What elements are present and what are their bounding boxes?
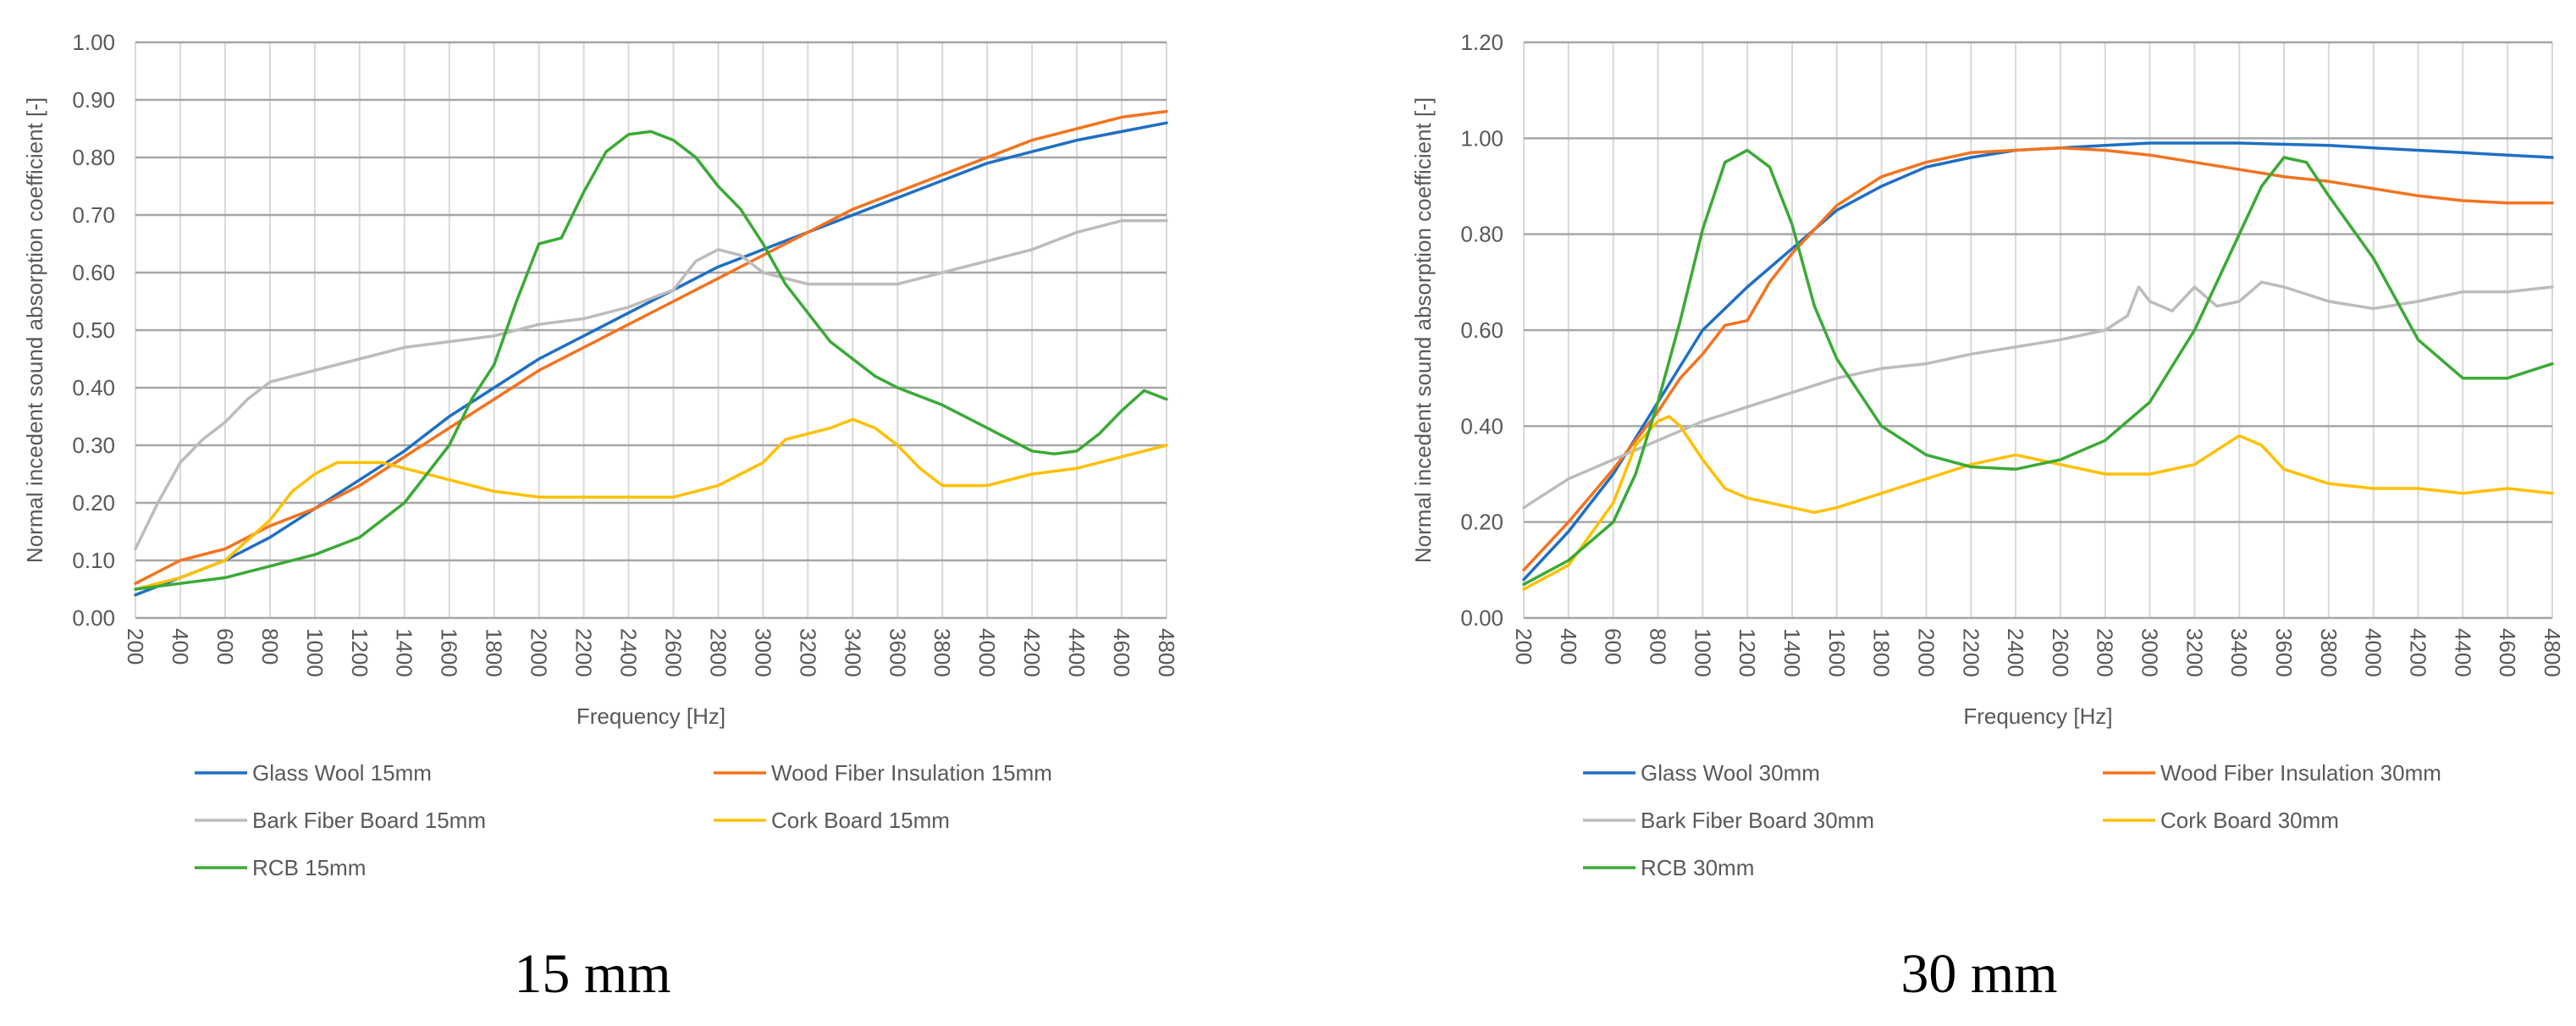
x-tick-label: 1000 bbox=[302, 628, 328, 677]
x-axis-title: Frequency [Hz] bbox=[1963, 703, 2112, 729]
x-tick-label: 600 bbox=[1601, 628, 1626, 665]
y-tick-label: 0.60 bbox=[1460, 317, 1503, 343]
x-tick-label: 1000 bbox=[1690, 628, 1715, 677]
x-tick-label: 3800 bbox=[929, 628, 955, 677]
x-tick-label: 2400 bbox=[616, 628, 642, 677]
x-tick-label: 4200 bbox=[2406, 628, 2431, 677]
x-tick-label: 1200 bbox=[347, 628, 372, 677]
x-tick-label: 800 bbox=[1645, 628, 1670, 665]
series-line-3 bbox=[134, 219, 1168, 551]
x-tick-label: 3800 bbox=[2316, 628, 2342, 677]
x-tick-label: 3000 bbox=[2137, 628, 2163, 677]
legend-label: Bark Fiber Board 30mm bbox=[1641, 808, 1874, 833]
series-line-1 bbox=[1522, 141, 2554, 582]
x-tick-label: 4600 bbox=[1109, 628, 1134, 677]
y-tick-label: 0.80 bbox=[1460, 222, 1503, 247]
y-tick-label: 0.20 bbox=[1460, 510, 1503, 535]
legend-label: RCB 15mm bbox=[252, 855, 366, 880]
x-tick-label: 400 bbox=[168, 628, 193, 665]
y-tick-label: 0.40 bbox=[72, 375, 115, 400]
x-tick-label: 2600 bbox=[2048, 628, 2073, 677]
legend-label: Bark Fiber Board 15mm bbox=[252, 808, 486, 833]
y-tick-label: 0.00 bbox=[1460, 605, 1503, 631]
x-tick-label: 4000 bbox=[2361, 628, 2386, 677]
x-tick-label: 3200 bbox=[2182, 628, 2207, 677]
chart-caption: 30 mm bbox=[1900, 943, 2057, 1005]
x-tick-label: 3600 bbox=[2271, 628, 2297, 677]
legend-label: RCB 30mm bbox=[1641, 855, 1754, 880]
series-line-5 bbox=[134, 130, 1168, 591]
y-tick-label: 0.20 bbox=[72, 490, 115, 516]
y-tick-label: 0.70 bbox=[72, 202, 115, 228]
x-tick-label: 1800 bbox=[1869, 628, 1895, 677]
y-axis-title: Normal incedent sound absorption coeffic… bbox=[22, 97, 47, 563]
chart-1: 200 400 600 800 1000 1200 1400 1600 1800 2000 2200… bbox=[22, 30, 1179, 1005]
legend-label: Glass Wool 15mm bbox=[252, 760, 432, 786]
x-tick-label: 3400 bbox=[2226, 628, 2252, 677]
x-tick-label: 4800 bbox=[1154, 628, 1179, 677]
x-tick-label: 4600 bbox=[2495, 628, 2520, 677]
legend-label: Cork Board 30mm bbox=[2160, 808, 2339, 833]
y-tick-label: 0.60 bbox=[72, 260, 115, 285]
x-tick-label: 1200 bbox=[1735, 628, 1760, 677]
x-tick-label: 2600 bbox=[660, 628, 686, 677]
x-tick-label: 1800 bbox=[482, 628, 507, 677]
series-line-4 bbox=[134, 417, 1168, 591]
series-line-4 bbox=[1522, 415, 2554, 591]
x-tick-label: 3600 bbox=[885, 628, 910, 677]
chart-caption: 15 mm bbox=[514, 943, 670, 1005]
x-tick-label: 3400 bbox=[840, 628, 865, 677]
y-tick-label: 0.50 bbox=[72, 317, 115, 343]
y-tick-label: 0.90 bbox=[72, 87, 115, 113]
y-axis-title: Normal incedent sound absorption coeffic… bbox=[1410, 97, 1436, 563]
x-tick-label: 2200 bbox=[571, 628, 597, 677]
legend-label: Wood Fiber Insulation 30mm bbox=[2160, 760, 2441, 786]
legend-label: Cork Board 15mm bbox=[771, 808, 950, 833]
x-tick-label: 1600 bbox=[1824, 628, 1850, 677]
x-tick-label: 2200 bbox=[1958, 628, 1983, 677]
x-tick-label: 4400 bbox=[1064, 628, 1089, 677]
y-tick-label: 0.00 bbox=[72, 605, 115, 631]
series-line-1 bbox=[134, 121, 1168, 597]
x-tick-label: 4200 bbox=[1019, 628, 1045, 677]
x-tick-label: 2000 bbox=[1913, 628, 1939, 677]
y-tick-label: 1.00 bbox=[1460, 125, 1503, 151]
x-tick-label: 4800 bbox=[2540, 628, 2565, 677]
x-tick-label: 3000 bbox=[750, 628, 775, 677]
x-tick-label: 400 bbox=[1556, 628, 1581, 665]
y-tick-label: 1.00 bbox=[72, 30, 115, 55]
series-line-3 bbox=[1522, 280, 2554, 510]
x-tick-label: 200 bbox=[123, 628, 148, 665]
y-tick-label: 0.10 bbox=[72, 548, 115, 573]
x-tick-label: 800 bbox=[257, 628, 283, 665]
x-tick-label: 4400 bbox=[2450, 628, 2475, 677]
x-tick-label: 200 bbox=[1511, 628, 1536, 665]
series-line-2 bbox=[134, 109, 1168, 585]
x-tick-label: 2400 bbox=[2003, 628, 2028, 677]
x-tick-label: 2800 bbox=[705, 628, 731, 677]
series-line-2 bbox=[1522, 146, 2554, 572]
y-tick-label: 0.80 bbox=[72, 145, 115, 170]
x-tick-label: 2800 bbox=[2093, 628, 2118, 677]
x-tick-label: 2000 bbox=[527, 628, 552, 677]
x-axis-title: Frequency [Hz] bbox=[576, 703, 725, 729]
x-tick-label: 1400 bbox=[392, 628, 417, 677]
x-tick-label: 1400 bbox=[1779, 628, 1805, 677]
y-tick-label: 0.40 bbox=[1460, 413, 1503, 439]
x-tick-label: 1600 bbox=[437, 628, 462, 677]
x-tick-label: 4000 bbox=[974, 628, 1000, 677]
x-tick-label: 3200 bbox=[795, 628, 820, 677]
x-tick-label: 600 bbox=[212, 628, 238, 665]
y-tick-label: 1.20 bbox=[1460, 30, 1503, 55]
chart-2: 200 400 600 800 1000 1200 1400 1600 1800 2000 2200… bbox=[1410, 30, 2565, 1005]
y-tick-label: 0.30 bbox=[72, 433, 115, 458]
legend-label: Glass Wool 30mm bbox=[1641, 760, 1820, 786]
legend-label: Wood Fiber Insulation 15mm bbox=[771, 760, 1052, 786]
series-line-5 bbox=[1522, 148, 2554, 587]
